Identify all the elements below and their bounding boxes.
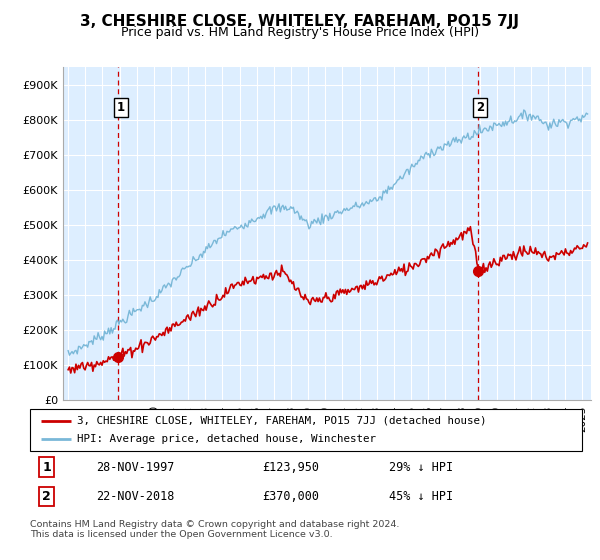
Text: 22-NOV-2018: 22-NOV-2018 (96, 490, 175, 503)
Text: 1: 1 (42, 461, 51, 474)
Text: Contains HM Land Registry data © Crown copyright and database right 2024.
This d: Contains HM Land Registry data © Crown c… (30, 520, 400, 539)
Text: 3, CHESHIRE CLOSE, WHITELEY, FAREHAM, PO15 7JJ: 3, CHESHIRE CLOSE, WHITELEY, FAREHAM, PO… (80, 14, 520, 29)
Text: 3, CHESHIRE CLOSE, WHITELEY, FAREHAM, PO15 7JJ (detached house): 3, CHESHIRE CLOSE, WHITELEY, FAREHAM, PO… (77, 416, 487, 426)
Text: £370,000: £370,000 (262, 490, 319, 503)
Text: 45% ↓ HPI: 45% ↓ HPI (389, 490, 453, 503)
Text: Price paid vs. HM Land Registry's House Price Index (HPI): Price paid vs. HM Land Registry's House … (121, 26, 479, 39)
Text: £123,950: £123,950 (262, 461, 319, 474)
Text: 1: 1 (116, 101, 125, 114)
Text: 2: 2 (476, 101, 484, 114)
Text: 2: 2 (42, 490, 51, 503)
Text: 28-NOV-1997: 28-NOV-1997 (96, 461, 175, 474)
Text: HPI: Average price, detached house, Winchester: HPI: Average price, detached house, Winc… (77, 434, 376, 444)
Text: 29% ↓ HPI: 29% ↓ HPI (389, 461, 453, 474)
